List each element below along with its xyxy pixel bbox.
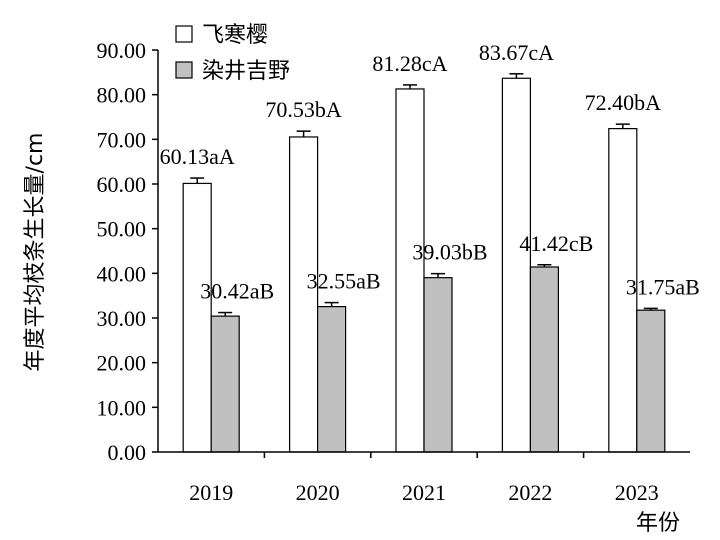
bar-feihanying-2019 (182, 182, 212, 453)
bars-layer (182, 73, 666, 453)
x-tick-label: 2019 (189, 480, 233, 505)
bar-feihanying-2022 (501, 77, 531, 453)
data-label: 83.67cA (479, 40, 554, 65)
y-tick-label: 40.00 (97, 261, 147, 286)
legend-label-ranjingjiye: 染井吉野 (202, 59, 290, 84)
y-tick-label: 0.00 (108, 440, 147, 465)
y-tick-label: 10.00 (97, 395, 147, 420)
y-tick-label: 20.00 (97, 351, 147, 376)
legend-swatch-ranjingjiye (175, 61, 193, 79)
data-label: 70.53bA (265, 97, 342, 122)
bar-ranjingjiye-2019 (210, 315, 240, 453)
y-axis-title: 年度平均枝条生长量/cm (23, 133, 48, 372)
y-tick-label: 90.00 (97, 38, 147, 63)
y-tick-label: 80.00 (97, 83, 147, 108)
y-tick-label: 50.00 (97, 217, 147, 242)
data-label: 39.03bB (412, 240, 487, 265)
data-label: 72.40bA (585, 90, 662, 115)
data-label: 31.75aB (626, 274, 700, 299)
bar-feihanying-2021 (395, 88, 425, 453)
bar-ranjingjiye-2021 (423, 277, 453, 453)
x-tick-label: 2023 (615, 480, 659, 505)
legend-label-feihanying: 飞寒樱 (202, 23, 268, 48)
bar-feihanying-2023 (608, 128, 638, 453)
bar-feihanying-2020 (289, 136, 319, 453)
data-label: 41.42cB (519, 231, 593, 256)
axes-layer (157, 50, 690, 453)
data-label: 81.28cA (372, 51, 447, 76)
x-tick-label: 2021 (402, 480, 446, 505)
bar-ranjingjiye-2022 (529, 266, 560, 453)
y-tick-label: 60.00 (97, 172, 147, 197)
data-label: 32.55aB (307, 269, 381, 294)
x-axis-title: 年份 (636, 511, 680, 536)
data-label: 30.42aB (200, 279, 274, 304)
x-tick-label: 2022 (508, 480, 552, 505)
x-tick-label: 2020 (296, 480, 340, 505)
legend: 飞寒樱 染井吉野 (175, 23, 290, 84)
ticks-layer: 0.00 10.00 20.00 30.00 40.00 50.00 60.00 70.00 8… (97, 38, 659, 505)
y-tick-label: 70.00 (97, 127, 147, 152)
data-label: 60.13aA (160, 144, 235, 169)
bar-ranjingjiye-2023 (636, 309, 666, 453)
data-labels-layer: 60.13aA 70.53bA 81.28cA 83.67cA 72.40bA 30.42… (160, 40, 700, 304)
bar-ranjingjiye-2020 (317, 306, 347, 453)
y-tick-label: 30.00 (97, 306, 147, 331)
legend-swatch-feihanying (175, 25, 193, 43)
